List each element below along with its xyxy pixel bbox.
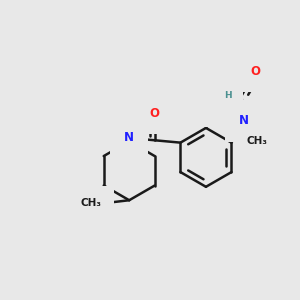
Text: N: N <box>214 100 224 113</box>
Text: O: O <box>150 107 160 120</box>
Text: CH₃: CH₃ <box>80 198 101 208</box>
Text: H: H <box>224 91 232 100</box>
Text: N: N <box>124 131 134 144</box>
Text: CH₃: CH₃ <box>247 136 268 146</box>
Text: N: N <box>239 115 249 128</box>
Text: O: O <box>250 65 260 78</box>
